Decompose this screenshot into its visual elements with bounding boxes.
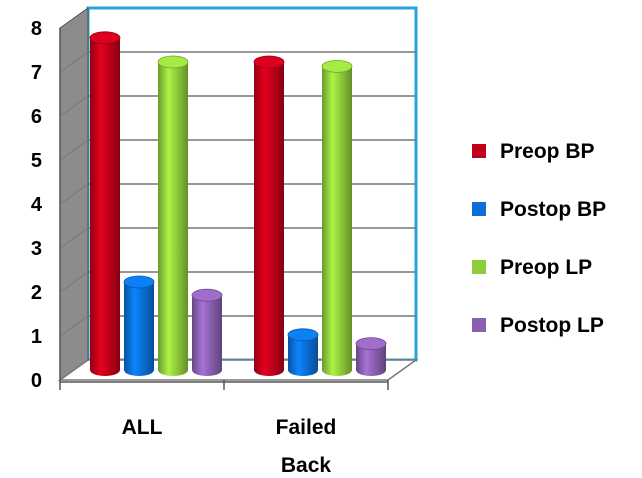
legend-label: Preop LP — [500, 256, 592, 279]
gridline-side — [59, 139, 89, 161]
legend-swatch — [472, 144, 486, 158]
bar-top — [157, 55, 189, 69]
gridline-side — [59, 227, 89, 249]
y-tick-label: 5 — [31, 150, 42, 172]
bar-preop-bp — [90, 37, 120, 376]
y-tick-label: 4 — [31, 194, 43, 216]
legend-swatch — [472, 260, 486, 274]
gridline-side — [59, 95, 89, 117]
legend-label: Postop LP — [500, 314, 604, 337]
bar-top — [253, 55, 285, 69]
bar-postop-lp — [192, 295, 222, 376]
gridlines — [59, 51, 416, 337]
gridline-side — [59, 271, 89, 293]
bar-top — [123, 275, 155, 289]
bar-top — [287, 328, 319, 342]
bar-top — [321, 60, 353, 73]
bar-postop-lp — [356, 343, 386, 376]
category-label: Back — [281, 454, 332, 477]
y-tick-label: 6 — [31, 106, 42, 128]
legend-swatch — [472, 202, 486, 216]
gridline-side — [59, 315, 89, 337]
y-tick-label: 3 — [31, 238, 42, 260]
y-axis: 0 1 2 3 4 5 6 7 8 — [31, 18, 61, 392]
bar-top — [89, 31, 121, 45]
bar-top — [191, 288, 223, 302]
y-tick-label: 2 — [31, 282, 42, 304]
bar-preop-lp — [322, 66, 352, 377]
category-label: Failed — [276, 416, 337, 439]
bars — [89, 31, 387, 377]
legend: Preop BP Postop BP Preop LP Postop LP — [472, 140, 606, 337]
gridline-side — [59, 183, 89, 205]
y-tick-label: 0 — [31, 370, 42, 392]
y-tick-label: 7 — [31, 62, 42, 84]
bar-top — [355, 337, 387, 351]
legend-label: Preop BP — [500, 140, 595, 163]
y-tick-label: 8 — [31, 18, 42, 40]
x-axis: ALL Failed Back — [59, 380, 389, 477]
bar-postop-bp — [124, 282, 154, 376]
legend-swatch — [472, 318, 486, 332]
legend-label: Postop BP — [500, 198, 606, 221]
bar-postop-bp — [288, 334, 318, 376]
y-tick-label: 1 — [31, 326, 42, 348]
gridline-side — [59, 51, 89, 73]
bar-preop-bp — [254, 62, 284, 376]
category-label: ALL — [122, 416, 163, 439]
bar-preop-lp — [158, 62, 188, 376]
